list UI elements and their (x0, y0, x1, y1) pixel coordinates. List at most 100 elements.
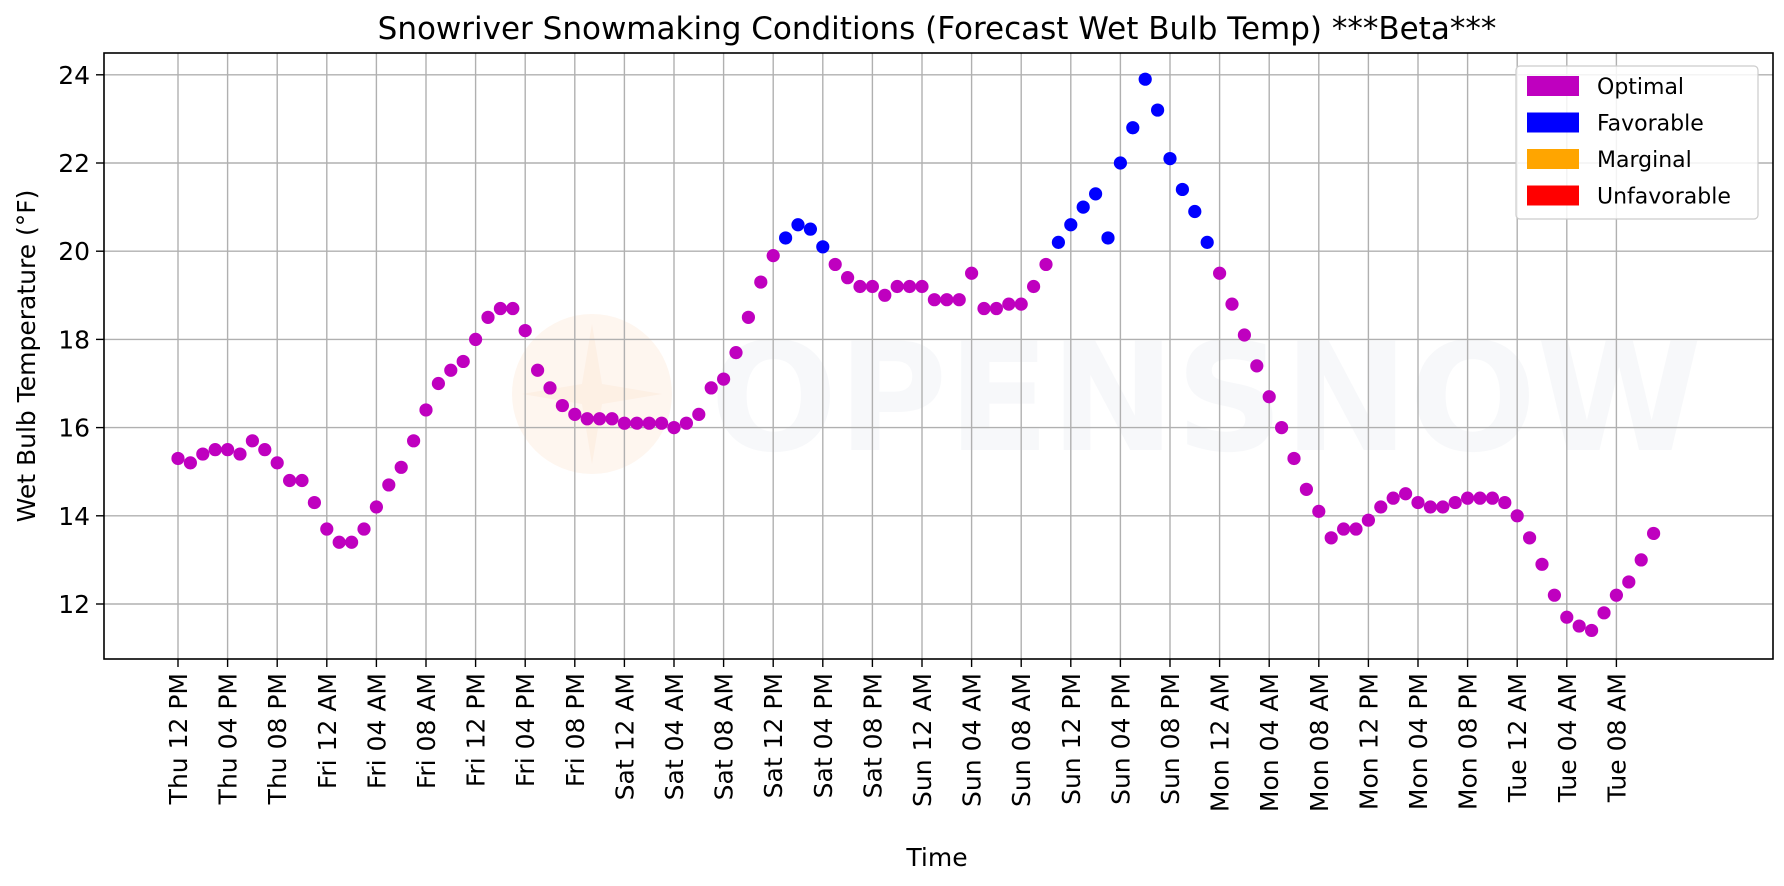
favorable-point (1151, 103, 1165, 117)
x-tick-label: Sun 08 AM (1007, 673, 1036, 807)
x-tick-label: Fri 04 PM (511, 673, 540, 787)
optimal-point (1386, 491, 1400, 505)
favorable-point (791, 218, 805, 232)
y-axis-ticks: 12 14 16 18 20 22 24 (58, 61, 104, 619)
optimal-point (1250, 359, 1264, 373)
favorable-point (779, 231, 793, 245)
optimal-point (1039, 257, 1053, 272)
optimal-point (568, 407, 582, 421)
legend: Optimal Favorable Marginal Unfavorable (1515, 65, 1759, 220)
x-tick-label: Sun 04 AM (958, 673, 987, 807)
x-tick-label: Thu 12 PM (164, 673, 193, 805)
optimal-point (878, 288, 892, 302)
optimal-point (903, 279, 917, 294)
optimal-point (605, 412, 619, 426)
data-points (171, 72, 1661, 638)
x-tick-label: Sun 12 AM (908, 673, 937, 807)
x-tick-label: Mon 04 AM (1255, 673, 1284, 812)
y-tick-label: 24 (58, 61, 90, 90)
optimal-point (1349, 522, 1363, 536)
x-tick-label: Sun 04 PM (1106, 673, 1135, 805)
watermark-text: OPENSNOW (710, 312, 1702, 486)
grid (104, 53, 1773, 659)
x-tick-label: Sun 12 PM (1057, 673, 1086, 805)
optimal-point (1014, 297, 1028, 311)
optimal-point (766, 249, 780, 263)
optimal-point (233, 447, 247, 461)
optimal-point (407, 434, 421, 448)
optimal-point (1423, 500, 1437, 514)
favorable-point (1113, 156, 1127, 170)
optimal-legend-swatch (1527, 76, 1579, 96)
x-tick-label: Tue 04 AM (1553, 673, 1582, 803)
optimal-point (841, 271, 855, 285)
optimal-point (531, 363, 545, 377)
optimal-point (1275, 421, 1289, 435)
favorable-point (1089, 187, 1103, 201)
optimal-point (1299, 482, 1313, 496)
optimal-point (1498, 495, 1512, 510)
optimal-point (469, 332, 483, 346)
optimal-point (940, 293, 954, 307)
optimal-point (741, 310, 756, 324)
optimal-point (692, 407, 706, 421)
y-tick-label: 22 (58, 149, 90, 178)
optimal-point (506, 301, 520, 316)
favorable-legend-swatch (1527, 112, 1579, 133)
optimal-point (258, 443, 272, 457)
optimal-point (1473, 491, 1487, 505)
x-tick-label: Thu 08 PM (263, 673, 292, 805)
optimal-point (1262, 390, 1276, 404)
optimal-point (543, 381, 557, 395)
favorable-point (803, 222, 818, 236)
optimal-point (1572, 619, 1586, 633)
optimal-point (630, 416, 644, 430)
optimal-point (828, 257, 842, 272)
optimal-point (369, 500, 383, 514)
optimal-point (1448, 495, 1462, 510)
optimal-point (307, 495, 321, 510)
y-tick-label: 16 (58, 414, 90, 443)
optimal-point (196, 447, 210, 461)
optimal-point (1411, 495, 1425, 510)
optimal-point (1237, 328, 1251, 342)
x-axis-ticks: Thu 12 PM Thu 04 PM Thu 08 PM Fri 12 AM Fri … (164, 659, 1631, 812)
optimal-point (1547, 588, 1561, 602)
x-tick-label: Fri 04 AM (362, 673, 391, 789)
optimal-point (927, 293, 942, 307)
x-tick-label: Tue 08 AM (1602, 673, 1631, 803)
optimal-point (717, 372, 731, 386)
optimal-point (977, 301, 991, 316)
optimal-point (283, 473, 297, 488)
optimal-point (1225, 297, 1239, 311)
optimal-point (1324, 531, 1338, 545)
optimal-point (171, 451, 185, 466)
optimal-point (431, 376, 445, 391)
optimal-point (456, 354, 470, 369)
optimal-point (865, 279, 880, 294)
optimal-point (270, 456, 284, 470)
optimal-point (754, 275, 768, 289)
optimal-point (481, 310, 495, 324)
x-tick-label: Sat 12 AM (610, 673, 639, 800)
optimal-point (679, 416, 694, 430)
optimal-point (555, 398, 570, 413)
optimal-point (1337, 522, 1351, 536)
optimal-point (729, 346, 743, 360)
optimal-point (1523, 531, 1537, 545)
optimal-point (518, 323, 532, 338)
x-tick-label: Mon 12 PM (1354, 673, 1383, 810)
optimal-point (208, 443, 222, 457)
y-tick-label: 14 (58, 502, 90, 531)
optimal-point (245, 434, 259, 448)
x-tick-label: Fri 08 PM (561, 673, 590, 787)
y-tick-label: 20 (58, 237, 90, 266)
favorable-point (816, 240, 830, 254)
optimal-point (1597, 606, 1611, 620)
y-axis-label: Wet Bulb Temperature (°F) (12, 190, 41, 523)
optimal-point (1622, 575, 1636, 589)
optimal-point (1027, 279, 1041, 294)
x-tick-label: Mon 04 PM (1404, 673, 1433, 810)
optimal-point (1560, 610, 1574, 624)
